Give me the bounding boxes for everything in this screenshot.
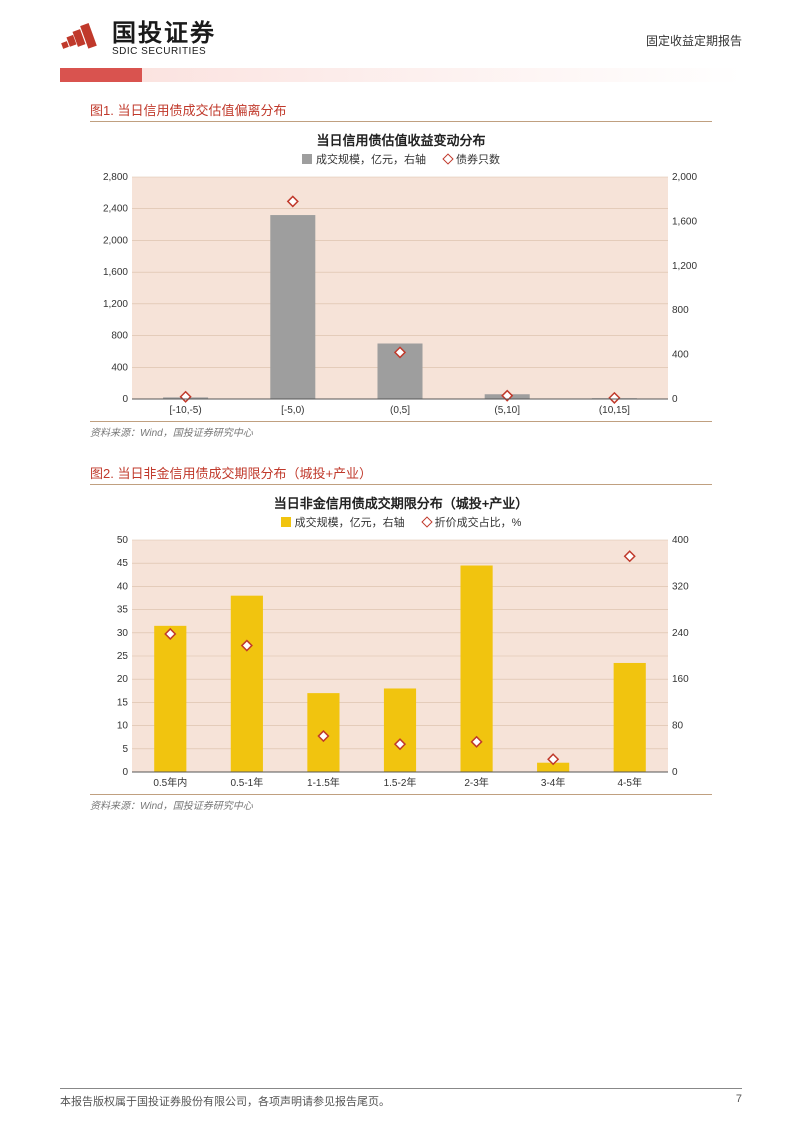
figure2-caption: 图2. 当日非金信用债成交期限分布（城投+产业） [90, 457, 712, 485]
diamond-swatch-icon [442, 153, 453, 164]
figure1-chart: 当日信用债估值收益变动分布 成交规模，亿元，右轴 债券只数 0 400 800 1,2… [90, 126, 712, 421]
svg-text:800: 800 [111, 331, 128, 342]
figure2-legend-marker-label: 折价成交占比，% [435, 514, 522, 530]
svg-text:4-5年: 4-5年 [617, 776, 641, 789]
svg-text:400: 400 [672, 535, 689, 546]
svg-text:1.5-2年: 1.5-2年 [384, 776, 417, 789]
svg-text:(0,5]: (0,5] [390, 405, 410, 416]
figure1-legend-bar-label: 成交规模，亿元，右轴 [316, 151, 426, 167]
svg-text:3-4年: 3-4年 [541, 776, 565, 789]
svg-text:[-10,-5): [-10,-5) [169, 405, 201, 416]
svg-text:1,600: 1,600 [672, 216, 697, 227]
svg-text:80: 80 [672, 721, 684, 732]
svg-text:[-5,0): [-5,0) [281, 405, 304, 416]
header-accent-bar [60, 68, 742, 82]
logo-text-en: SDIC SECURITIES [112, 46, 216, 58]
svg-text:30: 30 [117, 628, 129, 639]
figure2-plot: 0 5 10 15 20 25 30 35 40 45 50 0 80 160 240 320 400 0.5年内… [90, 534, 712, 794]
footer-copyright: 本报告版权属于国投证券股份有限公司，各项声明请参见报告尾页。 [60, 1093, 390, 1109]
svg-text:800: 800 [672, 305, 689, 316]
svg-text:2,000: 2,000 [103, 235, 128, 246]
svg-text:1,600: 1,600 [103, 267, 128, 278]
page-content: 图1. 当日信用债成交估值偏离分布 当日信用债估值收益变动分布 成交规模，亿元，… [0, 82, 802, 830]
svg-text:1,200: 1,200 [672, 261, 697, 272]
svg-text:160: 160 [672, 674, 689, 685]
svg-text:2-3年: 2-3年 [464, 776, 488, 789]
company-logo: 国投证券 SDIC SECURITIES [60, 20, 216, 60]
figure1-plot: 0 400 800 1,200 1,600 2,000 2,400 2,800 0 400 800 1… [90, 171, 712, 421]
svg-text:(10,15]: (10,15] [599, 405, 630, 416]
figure2-source: 资料来源：Wind，国投证券研究中心 [90, 794, 712, 830]
footer-page-number: 7 [736, 1093, 742, 1109]
svg-text:15: 15 [117, 697, 129, 708]
figure2-legend-bar: 成交规模，亿元，右轴 [281, 514, 405, 530]
bar-swatch-icon [302, 154, 312, 164]
svg-text:0: 0 [672, 767, 678, 778]
svg-text:(5,10]: (5,10] [494, 405, 520, 416]
figure2-chart: 当日非金信用债成交期限分布（城投+产业） 成交规模，亿元，右轴 折价成交占比，%… [90, 489, 712, 794]
svg-text:0: 0 [672, 394, 678, 405]
figure1-legend-marker-label: 债券只数 [456, 151, 500, 167]
logo-text-cn: 国投证券 [112, 22, 216, 46]
svg-text:320: 320 [672, 581, 689, 592]
svg-text:10: 10 [117, 721, 129, 732]
svg-text:5: 5 [122, 744, 128, 755]
figure1-legend-bar: 成交规模，亿元，右轴 [302, 151, 426, 167]
figure1-legend-marker: 债券只数 [444, 151, 500, 167]
svg-text:0.5-1年: 0.5-1年 [230, 776, 263, 789]
svg-text:2,800: 2,800 [103, 172, 128, 183]
figure1-caption: 图1. 当日信用债成交估值偏离分布 [90, 94, 712, 122]
svg-text:240: 240 [672, 628, 689, 639]
svg-text:1-1.5年: 1-1.5年 [307, 776, 340, 789]
svg-text:2,000: 2,000 [672, 172, 697, 183]
figure2-legend: 成交规模，亿元，右轴 折价成交占比，% [90, 514, 712, 534]
svg-text:2,400: 2,400 [103, 204, 128, 215]
page-header: 国投证券 SDIC SECURITIES 固定收益定期报告 [0, 0, 802, 68]
svg-text:400: 400 [111, 362, 128, 373]
svg-text:20: 20 [117, 674, 129, 685]
svg-text:35: 35 [117, 605, 129, 616]
page-footer: 本报告版权属于国投证券股份有限公司，各项声明请参见报告尾页。 7 [60, 1088, 742, 1109]
bar-swatch-icon [281, 517, 291, 527]
svg-text:25: 25 [117, 651, 129, 662]
figure2-title: 当日非金信用债成交期限分布（城投+产业） [90, 489, 712, 514]
figure2-legend-bar-label: 成交规模，亿元，右轴 [295, 514, 405, 530]
svg-text:1,200: 1,200 [103, 299, 128, 310]
header-doc-type: 固定收益定期报告 [646, 32, 742, 49]
figure1-title: 当日信用债估值收益变动分布 [90, 126, 712, 151]
figure1-legend: 成交规模，亿元，右轴 债券只数 [90, 151, 712, 171]
svg-text:50: 50 [117, 535, 129, 546]
logo-icon [60, 20, 104, 60]
diamond-swatch-icon [421, 516, 432, 527]
svg-text:40: 40 [117, 581, 129, 592]
svg-text:400: 400 [672, 350, 689, 361]
svg-text:0: 0 [122, 767, 128, 778]
figure2-legend-marker: 折价成交占比，% [423, 514, 522, 530]
svg-text:45: 45 [117, 558, 129, 569]
figure1-source: 资料来源：Wind，国投证券研究中心 [90, 421, 712, 457]
svg-text:0.5年内: 0.5年内 [153, 776, 187, 789]
svg-text:0: 0 [122, 394, 128, 405]
